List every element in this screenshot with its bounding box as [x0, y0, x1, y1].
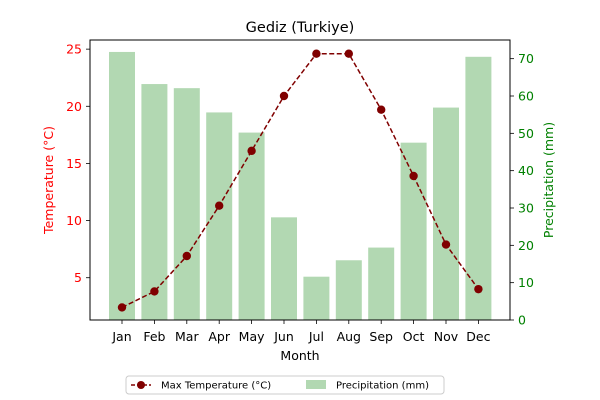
legend: Max Temperature (°C) Precipitation (mm) [125, 375, 445, 395]
x-tick-label: Nov [434, 329, 459, 344]
left-tick-label: 15 [66, 156, 82, 171]
temp-point-aug [344, 49, 353, 58]
x-tick-label: Oct [403, 329, 425, 344]
x-tick-label: May [239, 329, 265, 344]
plot-frame [89, 39, 511, 321]
precip-bar-apr [206, 112, 233, 320]
chart-title: Gediz (Turkiye) [246, 20, 355, 36]
temp-point-jul [312, 49, 321, 58]
left-axis: 5 10 15 20 25 [66, 42, 90, 285]
right-tick-label: 50 [518, 126, 534, 141]
precip-bar-jan [109, 51, 135, 321]
temp-point-jan [117, 303, 127, 312]
precip-bar-aug [335, 260, 362, 320]
temp-point-oct [409, 171, 418, 181]
x-axis-label: Month [280, 348, 319, 363]
precip-bar-jul [303, 276, 330, 320]
left-axis-label: Temperature (°C) [41, 126, 56, 235]
temp-point-jun [279, 91, 289, 101]
right-tick-label: 30 [518, 201, 534, 216]
temperature-series [117, 49, 483, 312]
right-tick-label: 20 [518, 238, 534, 253]
legend-bar-swatch [306, 380, 326, 389]
left-tick-label: 20 [66, 99, 82, 114]
precipitation-bars [109, 51, 492, 321]
legend-bar-label: Precipitation (mm) [336, 381, 429, 392]
right-tick-label: 10 [518, 275, 534, 290]
right-tick-label: 40 [518, 163, 534, 178]
temp-point-feb [150, 287, 159, 296]
temp-point-mar [182, 251, 191, 261]
x-tick-label: Feb [143, 329, 165, 344]
precip-bar-nov [433, 107, 459, 320]
left-tick-label: 25 [66, 42, 82, 57]
temp-point-may [247, 146, 256, 156]
legend-frame [125, 375, 445, 395]
precip-bar-mar [173, 88, 200, 320]
x-tick-label: Jun [273, 329, 294, 344]
x-tick-label: Dec [466, 329, 490, 344]
temp-point-apr [215, 201, 224, 210]
right-axis: 0 10 20 30 40 50 60 70 [510, 51, 534, 328]
right-axis-label: Precipitation (mm) [541, 122, 556, 238]
precip-bar-feb [141, 84, 168, 320]
temp-point-sep [377, 105, 386, 114]
left-tick-label: 5 [74, 270, 82, 285]
precip-bar-may [238, 132, 265, 320]
precip-bar-jun [271, 217, 297, 320]
x-tick-label: Jul [308, 329, 324, 344]
precip-bar-sep [368, 247, 395, 320]
x-tick-label: Jan [111, 329, 131, 344]
right-tick-label: 0 [518, 313, 526, 328]
x-axis: Jan Feb Mar Apr May Jun Jul Aug Sep Oct Nov Dec [111, 320, 491, 344]
right-tick-label: 70 [518, 51, 534, 66]
right-tick-label: 60 [518, 89, 534, 104]
temperature-line [121, 52, 480, 309]
x-tick-label: Apr [208, 329, 230, 344]
x-tick-label: Mar [175, 329, 199, 344]
legend-line-label: Max Temperature (°C) [161, 381, 271, 392]
temp-point-nov [441, 240, 451, 249]
x-tick-label: Aug [337, 329, 361, 344]
precip-bar-dec [465, 56, 492, 321]
left-tick-label: 10 [66, 213, 82, 228]
x-tick-label: Sep [369, 329, 393, 344]
temp-point-dec [474, 284, 483, 294]
precip-bar-oct [400, 142, 427, 320]
legend-dot-marker [137, 381, 145, 389]
